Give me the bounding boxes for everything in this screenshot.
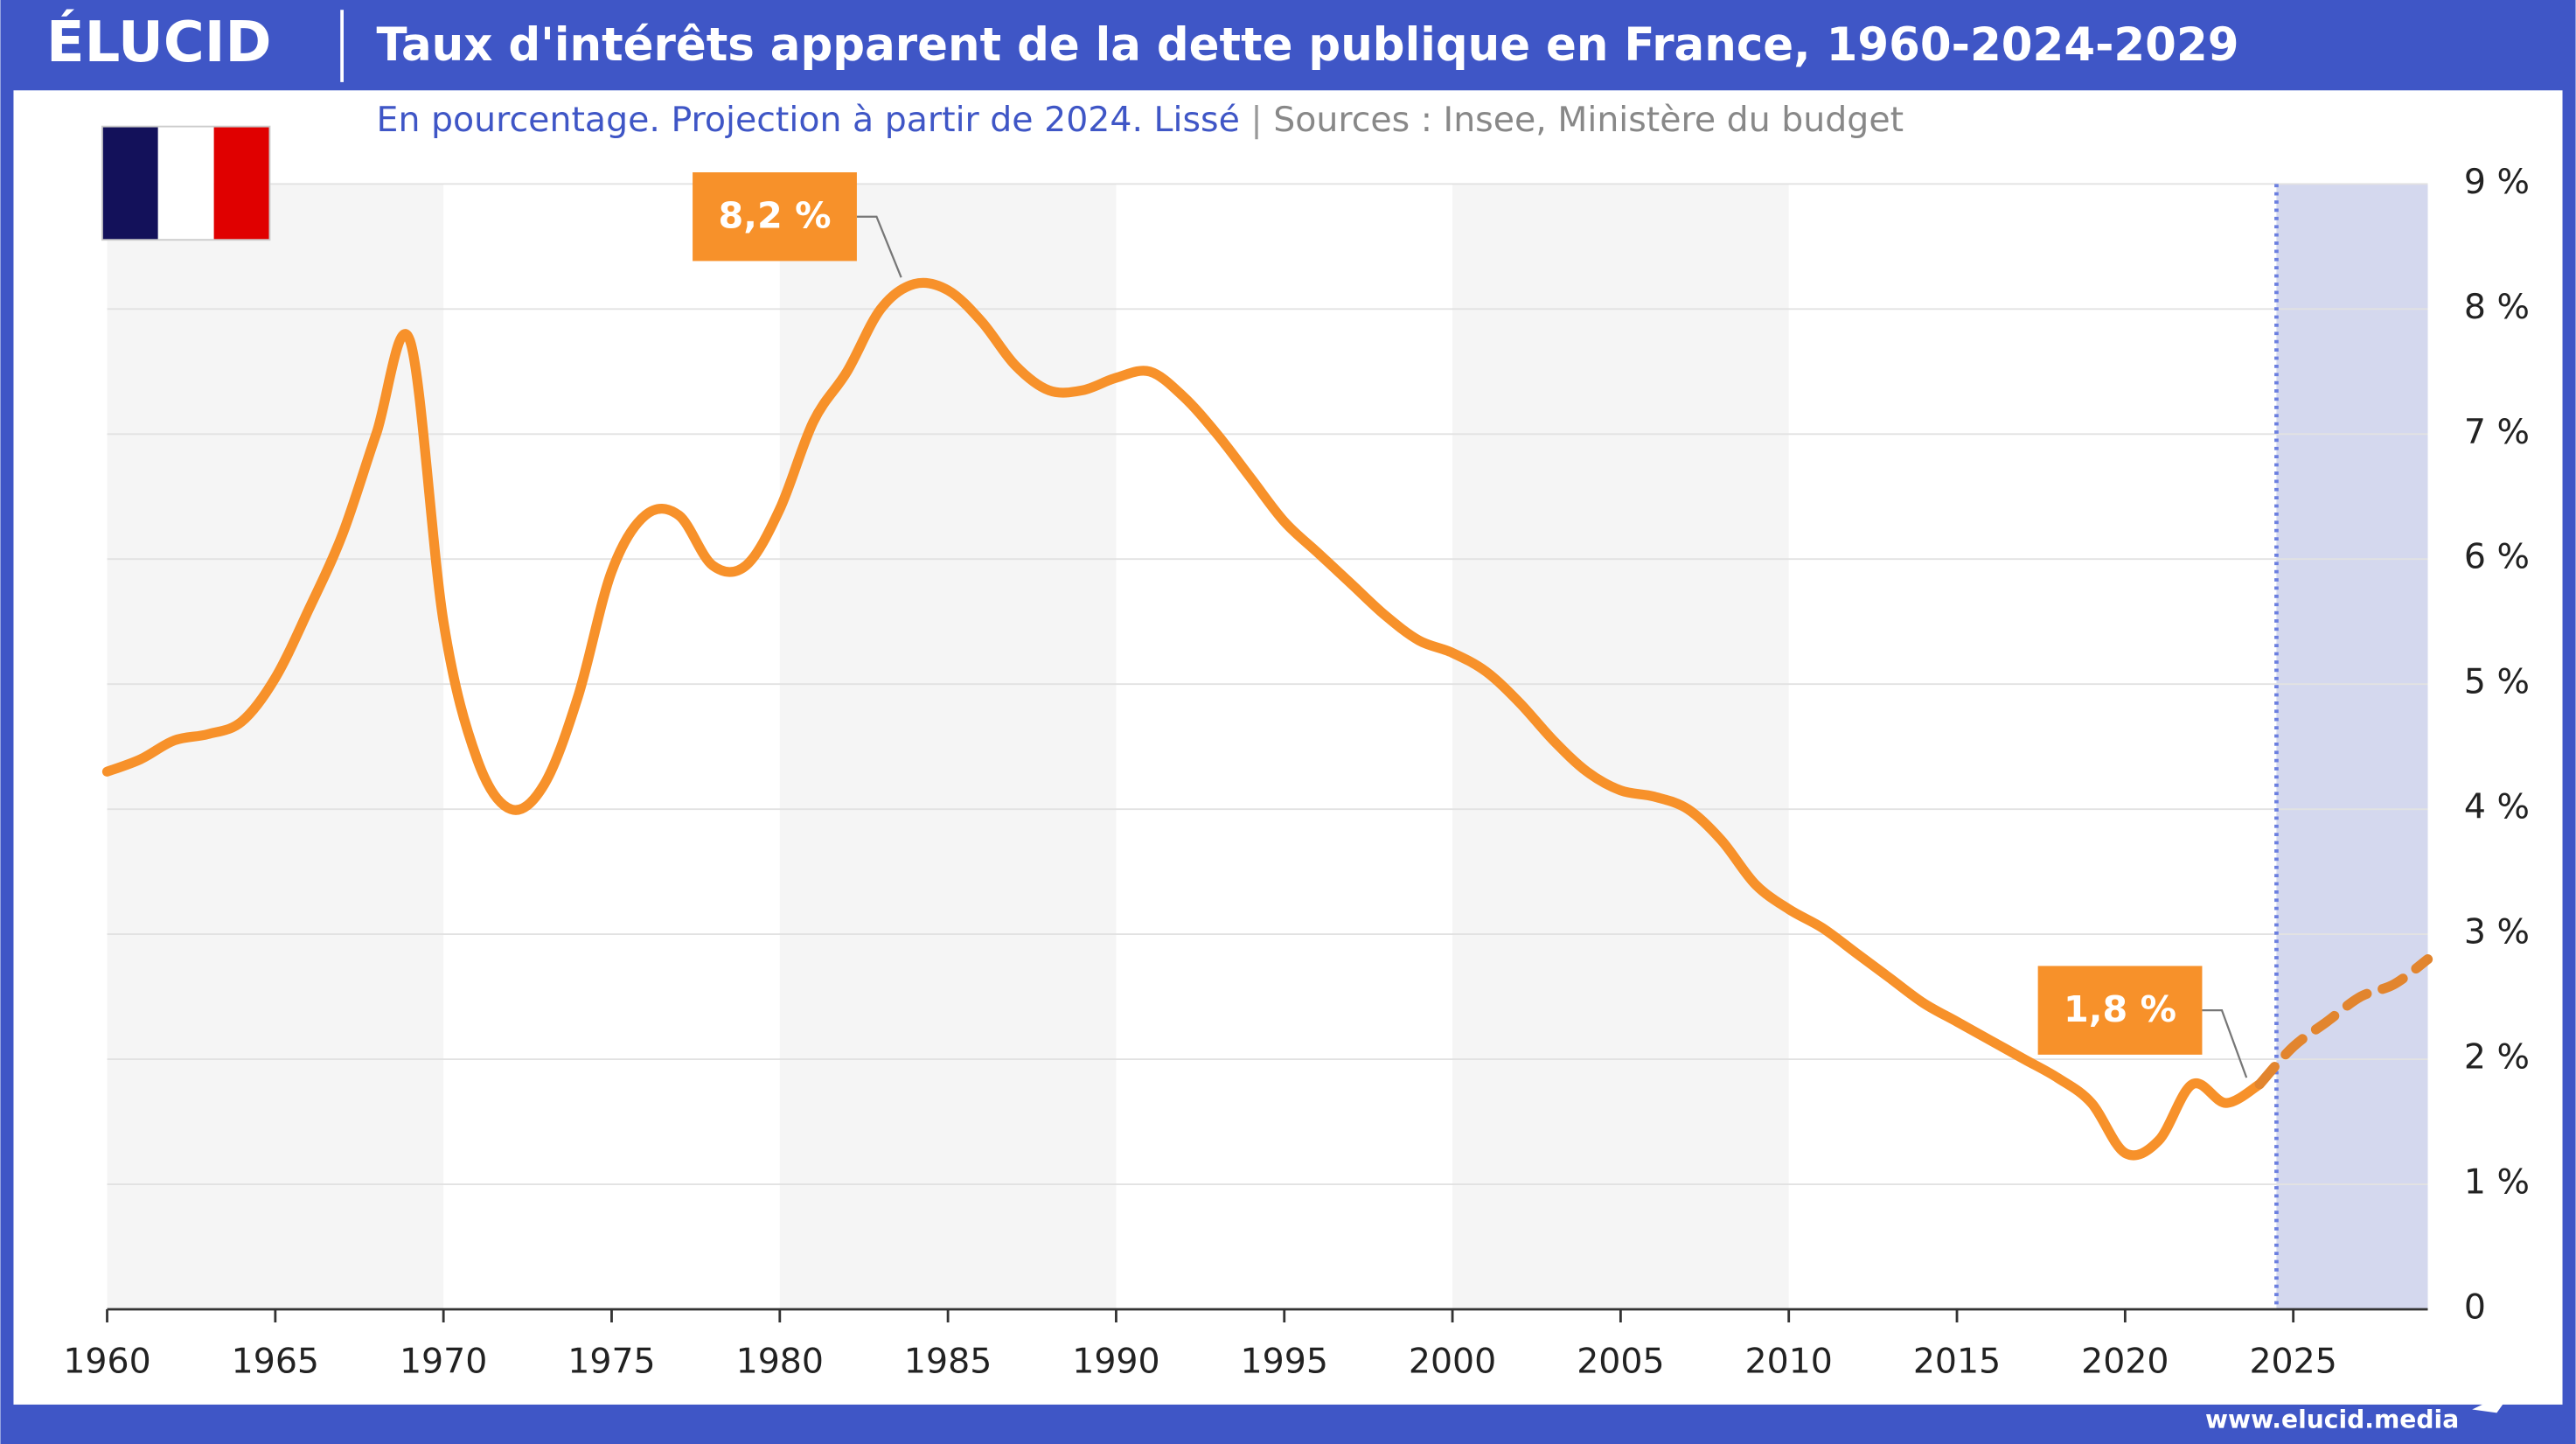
separator: | [1240, 99, 1273, 139]
x-tick-label: 2010 [1745, 1341, 1833, 1381]
flag-blue [101, 126, 158, 241]
projection-band [2276, 184, 2428, 1309]
annotation-box [693, 172, 857, 262]
x-tick-label: 2000 [1409, 1341, 1496, 1381]
annotation-leader [2202, 1009, 2248, 1078]
labels: 0 1 % 2 % 3 % 4 % 5 % 6 % 7 % 8 % 9 % 1960 1965 1970… [63, 162, 2530, 1382]
flag-red [213, 126, 270, 241]
y-tick-label: 7 % [2464, 412, 2530, 452]
flag [101, 125, 271, 241]
x-tick-label: 2015 [1913, 1341, 2001, 1381]
annotation-leader [856, 215, 902, 278]
subtitle-line: En pourcentage. Projection à partir de 2… [377, 99, 1904, 139]
flag-border [101, 125, 271, 241]
x-tick-label: 1970 [400, 1341, 487, 1381]
grid [106, 183, 2428, 1323]
y-tick-label: 6 % [2464, 537, 2530, 577]
annotation-box [2037, 966, 2203, 1055]
x-tick-label: 1960 [63, 1341, 150, 1381]
x-tick-label: 2020 [2081, 1341, 2169, 1381]
bands [107, 184, 2428, 1309]
y-tick-label: 4 % [2464, 787, 2530, 827]
brand: ÉLUCID [46, 9, 272, 75]
subtitle: En pourcentage. Projection à partir de 2… [377, 99, 1240, 139]
x-tick-label: 1980 [736, 1341, 824, 1381]
x-tick-label: 1995 [1241, 1341, 1328, 1381]
footer-logo [2472, 1390, 2514, 1413]
x-tick-label: 1965 [232, 1341, 319, 1381]
chart-title: Taux d'intérêts apparent de la dette pub… [377, 18, 2239, 72]
x-tick-label: 2005 [1577, 1341, 1664, 1381]
y-tick-label: 8 % [2464, 287, 2530, 327]
y-tick-label: 1 % [2464, 1162, 2530, 1203]
y-tick-label: 5 % [2464, 662, 2530, 702]
annotation-label: 1,8 % [2064, 988, 2176, 1030]
decade-band [779, 184, 1117, 1309]
footer: www.elucid.media [2205, 1406, 2459, 1434]
data-line [101, 277, 2265, 1161]
x-tick-label: 1975 [567, 1341, 655, 1381]
y-tick-label: 3 % [2464, 912, 2530, 952]
flag-white [157, 126, 214, 241]
projection-line [2254, 954, 2433, 1090]
source: Sources : Insee, Ministère du budget [1273, 99, 1904, 139]
y-tick-label: 2 % [2464, 1037, 2530, 1078]
y-tick-label: 9 % [2464, 162, 2530, 202]
y-tick-label: 0 [2464, 1287, 2486, 1327]
marks [101, 277, 2433, 1161]
decade-band [1452, 184, 1789, 1309]
x-tick-label: 2025 [2249, 1341, 2336, 1381]
annotation-label: 8,2 % [719, 195, 832, 237]
x-tick-label: 1990 [1072, 1341, 1159, 1381]
x-tick-label: 1985 [904, 1341, 992, 1381]
